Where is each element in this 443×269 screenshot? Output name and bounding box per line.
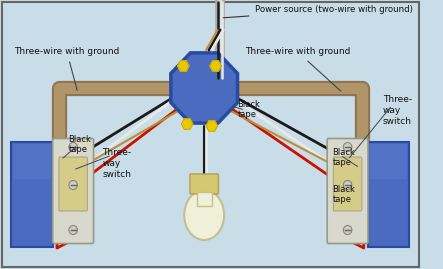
Text: Black
tape: Black tape: [68, 135, 91, 154]
Polygon shape: [171, 53, 237, 123]
FancyBboxPatch shape: [327, 139, 368, 243]
Ellipse shape: [184, 190, 224, 240]
Text: Three-
way
switch: Three- way switch: [383, 95, 412, 126]
FancyBboxPatch shape: [368, 142, 409, 247]
Text: Three-wire with ground: Three-wire with ground: [245, 48, 350, 91]
Text: Power source (two-wire with ground): Power source (two-wire with ground): [223, 5, 412, 18]
FancyBboxPatch shape: [197, 192, 212, 206]
Polygon shape: [178, 61, 189, 71]
Text: Three-
way
switch: Three- way switch: [103, 148, 132, 179]
FancyBboxPatch shape: [369, 144, 408, 179]
FancyBboxPatch shape: [59, 157, 87, 211]
Polygon shape: [210, 61, 222, 71]
Circle shape: [343, 180, 352, 189]
Circle shape: [69, 180, 78, 189]
Polygon shape: [181, 119, 193, 129]
FancyBboxPatch shape: [53, 139, 93, 243]
Circle shape: [343, 225, 352, 235]
Circle shape: [343, 143, 352, 151]
Text: Black
tape: Black tape: [237, 100, 260, 119]
FancyBboxPatch shape: [334, 157, 362, 211]
FancyBboxPatch shape: [2, 2, 419, 267]
Polygon shape: [206, 121, 218, 131]
FancyBboxPatch shape: [12, 142, 53, 247]
FancyBboxPatch shape: [13, 144, 51, 179]
Text: Black
tape: Black tape: [332, 185, 355, 204]
Text: Three-wire with ground: Three-wire with ground: [14, 48, 120, 90]
Circle shape: [69, 143, 78, 151]
Text: Black
tape: Black tape: [332, 148, 355, 167]
Circle shape: [69, 225, 78, 235]
FancyBboxPatch shape: [190, 174, 218, 194]
